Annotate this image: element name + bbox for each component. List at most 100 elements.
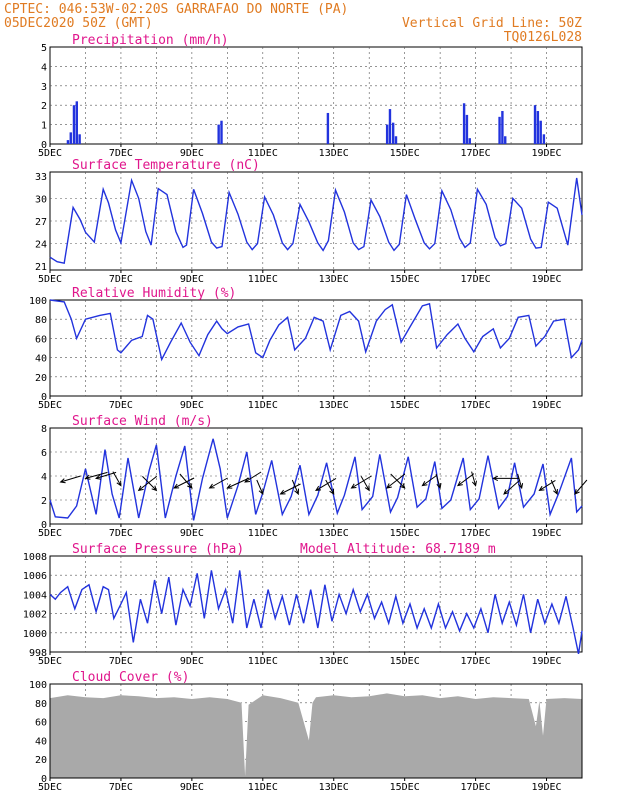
precipitation-y-tick: 1 [41, 121, 47, 132]
temperature-x-tick: 19DEC [531, 274, 561, 285]
humidity-x-tick: 5DEC [38, 400, 62, 411]
wind-y-tick: 0 [41, 520, 47, 531]
precipitation-bar [391, 122, 395, 144]
precipitation-title: Precipitation (mm/h) [72, 33, 229, 48]
wind-x-tick: 19DEC [531, 528, 561, 539]
humidity-panel: 0 20 40 60 80 100 5DEC 7DEC 9DEC 11DEC 13DEC 15DEC 1… [29, 286, 583, 411]
cloud-cover-area [50, 693, 582, 778]
wind-vector-arrow [456, 473, 475, 487]
wind-vector-arrow [492, 475, 520, 482]
precipitation-bar [78, 134, 81, 144]
precipitation-bar [533, 105, 537, 144]
precipitation-bar [542, 134, 546, 144]
precipitation-bar [504, 136, 507, 144]
precipitation-x-tick: 11DEC [248, 148, 278, 159]
wind-y-tick: 2 [41, 496, 47, 507]
wind-vector-arrow [325, 479, 335, 495]
wind-vector-arrow [471, 471, 477, 487]
wind-vector-arrow [256, 479, 264, 496]
precipitation-bar [75, 101, 78, 144]
humidity-x-tick: 7DEC [109, 400, 133, 411]
humidity-x-tick: 15DEC [390, 400, 420, 411]
wind-vector-arrow [59, 475, 81, 484]
humidity-line [49, 299, 583, 362]
precipitation-x-tick: 13DEC [319, 148, 349, 159]
precipitation-x-tick: 5DEC [38, 148, 62, 159]
pressure-x-tick: 17DEC [461, 656, 491, 667]
precipitation-y-tick: 5 [41, 43, 47, 54]
pressure-y-tick: 998 [29, 648, 47, 659]
pressure-x-tick: 13DEC [319, 656, 349, 667]
wind-vector-arrow [173, 477, 195, 489]
temperature-x-tick: 11DEC [248, 274, 278, 285]
temperature-x-tick: 5DEC [38, 274, 62, 285]
cloud-cover-y-tick: 100 [29, 680, 47, 691]
pressure-frame [49, 555, 583, 653]
cloud-cover-x-tick: 17DEC [461, 782, 491, 793]
wind-vector-arrow [350, 475, 372, 489]
temperature-y-tick: 21 [35, 262, 47, 273]
cloud-cover-panel: 0 20 40 60 80 100 5DEC 7DEC 9DEC 11DEC 13DEC 15DEC 1… [29, 670, 583, 793]
humidity-y-tick: 40 [35, 354, 47, 365]
wind-vector-arrow [291, 479, 299, 496]
precipitation-bar [394, 136, 398, 144]
temperature-x-tick: 17DEC [461, 274, 491, 285]
wind-x-tick: 11DEC [248, 528, 278, 539]
humidity-x-tick: 13DEC [319, 400, 349, 411]
wind-vector-arrow [550, 479, 558, 496]
cloud-cover-y-tick: 80 [35, 699, 47, 710]
wind-vector-arrow [179, 473, 193, 489]
wind-x-tick: 13DEC [319, 528, 349, 539]
wind-vector-arrow [538, 479, 556, 492]
run-date: 05DEC2020 50Z (GMT) [4, 16, 153, 31]
wind-x-tick: 5DEC [38, 528, 62, 539]
wind-vector-arrow [84, 471, 108, 480]
cloud-cover-x-tick: 13DEC [319, 782, 349, 793]
humidity-x-tick: 11DEC [248, 400, 278, 411]
precipitation-bar [539, 120, 542, 144]
precipitation-y-tick: 4 [41, 62, 47, 73]
temperature-y-tick: 27 [35, 217, 47, 228]
precipitation-bar [465, 114, 469, 144]
wind-vector-arrow [435, 473, 442, 490]
grid-line-note: Vertical Grid Line: 50Z [402, 16, 582, 31]
wind-vector-arrow [315, 477, 337, 492]
pressure-y-tick: 1008 [23, 552, 47, 563]
precipitation-panel: 0 1 2 3 4 5 5DEC 7DEC 9DEC 11DEC 13DEC 15DEC 17DEC 19… [38, 33, 583, 159]
pressure-x-tick: 7DEC [109, 656, 133, 667]
cloud-cover-x-tick: 11DEC [248, 782, 278, 793]
wind-vector-arrow [244, 471, 262, 483]
wind-x-tick: 9DEC [180, 528, 204, 539]
precipitation-bar [72, 105, 76, 144]
precipitation-bar [217, 124, 220, 144]
station-header: CPTEC: 046:53W-02:20S GARRAFAO DO NORTE … [4, 2, 348, 17]
wind-panel: 0 2 4 6 8 5DEC 7DEC 9DEC 11DEC 13DEC 15DEC 17DEC 19D… [38, 414, 588, 539]
humidity-y-tick: 60 [35, 334, 47, 345]
wind-vector-arrow [112, 471, 122, 487]
precipitation-x-tick: 9DEC [180, 148, 204, 159]
temperature-x-tick: 13DEC [319, 274, 349, 285]
pressure-x-tick: 9DEC [180, 656, 204, 667]
cloud-cover-frame-top [49, 683, 583, 779]
temperature-x-tick: 9DEC [180, 274, 204, 285]
pressure-y-tick: 1006 [23, 571, 47, 582]
cloud-cover-y-tick: 60 [35, 718, 47, 729]
wind-vector-arrow [208, 477, 228, 489]
pressure-panel: 998 1000 1002 1004 1006 1008 5DEC 7DEC 9DEC 11DEC… [23, 542, 583, 667]
humidity-y-tick: 20 [35, 373, 47, 384]
precipitation-x-tick: 7DEC [109, 148, 133, 159]
precipitation-bar [462, 103, 466, 144]
precipitation-bar [468, 138, 471, 144]
wind-vector-arrow [574, 479, 588, 495]
humidity-x-tick: 19DEC [531, 400, 561, 411]
cloud-cover-title: Cloud Cover (%) [72, 670, 189, 685]
wind-vector-arrow [385, 473, 406, 489]
wind-line [49, 438, 583, 521]
precipitation-bar [388, 109, 392, 144]
temperature-y-tick: 24 [35, 240, 47, 251]
cloud-cover-x-tick: 9DEC [180, 782, 204, 793]
wind-vector-arrow [360, 476, 370, 492]
pressure-x-tick: 5DEC [38, 656, 62, 667]
humidity-x-tick: 17DEC [461, 400, 491, 411]
